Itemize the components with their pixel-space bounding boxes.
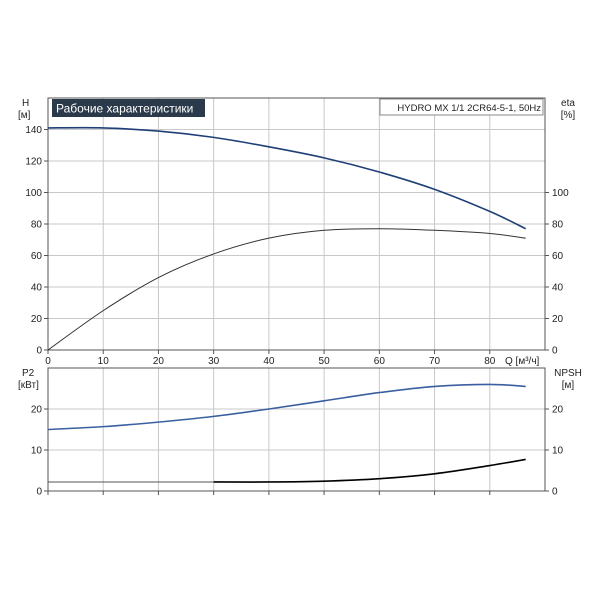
y-tick-label-left: 100 [25, 188, 42, 199]
y-axis-label-right: NPSH [554, 368, 582, 379]
y-axis-unit-right: [%] [561, 110, 576, 121]
series-line-2-1 [47, 383, 526, 431]
y-axis-label-right: eta [561, 98, 575, 109]
y-tick-label-left: 0 [36, 487, 42, 498]
y-tick-label-left: 20 [31, 314, 43, 325]
series-line-1-2 [47, 228, 526, 351]
y-tick-label-left: 60 [31, 251, 43, 262]
y-tick-label-left: 120 [25, 157, 42, 168]
chart-panel-1: 0 20 40 60 80 100 120 140 0 20 40 60 80 100 0 10 20 30 40 5… [18, 97, 576, 367]
y-axis-label-left: H [22, 98, 29, 109]
x-tick-label: 50 [319, 356, 331, 367]
y-axis-unit-right: [м] [562, 380, 575, 391]
chart-title: Рабочие характеристики [56, 102, 193, 116]
y-tick-label-right: 20 [552, 314, 564, 325]
model-label: HYDRO MX 1/1 2CR64-5-1, 50Hz [397, 103, 541, 114]
y-tick-label-right: 60 [552, 251, 564, 262]
y-tick-label-right: 20 [552, 405, 564, 416]
x-tick-label: 60 [374, 356, 386, 367]
y-tick-label-right: 0 [552, 487, 558, 498]
x-axis-label: Q [м³/ч] [505, 356, 540, 367]
series-line-2-3 [213, 458, 526, 483]
y-tick-label-left: 20 [31, 405, 43, 416]
y-axis-unit-left: [м] [18, 110, 31, 121]
y-tick-label-right: 100 [552, 188, 569, 199]
plot-frame [47, 367, 546, 492]
x-tick-label: 30 [208, 356, 220, 367]
series-line-1-1 [47, 126, 527, 230]
y-tick-label-right: 40 [552, 283, 564, 294]
chart-panel-2: 0 10 20 0 10 20 P2[кВт] NPSH[м] [18, 367, 582, 498]
y-axis-unit-left: [кВт] [18, 380, 39, 391]
title-box [52, 99, 205, 117]
y-tick-label-right: 0 [552, 346, 558, 357]
x-tick-label: 80 [484, 356, 496, 367]
model-label-box [379, 98, 544, 116]
x-tick-label: 10 [98, 356, 110, 367]
x-tick-label: 70 [429, 356, 441, 367]
x-tick-label: 0 [45, 356, 51, 367]
y-tick-label-right: 10 [552, 446, 564, 457]
y-axis-label-left: P2 [22, 368, 35, 379]
y-tick-label-left: 10 [31, 446, 43, 457]
y-tick-label-left: 140 [25, 125, 42, 136]
x-tick-label: 20 [153, 356, 165, 367]
y-tick-label-left: 80 [31, 220, 43, 231]
y-tick-label-right: 80 [552, 220, 564, 231]
y-tick-label-left: 40 [31, 283, 43, 294]
y-tick-label-left: 0 [36, 346, 42, 357]
x-tick-label: 40 [263, 356, 275, 367]
